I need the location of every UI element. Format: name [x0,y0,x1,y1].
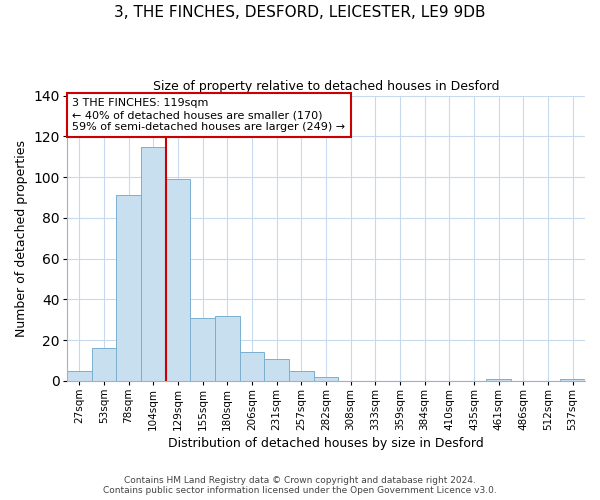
Bar [166,179,190,381]
Bar [314,377,338,381]
Text: Contains HM Land Registry data © Crown copyright and database right 2024.
Contai: Contains HM Land Registry data © Crown c… [103,476,497,495]
X-axis label: Distribution of detached houses by size in Desford: Distribution of detached houses by size … [168,437,484,450]
Bar [487,379,511,381]
Bar [289,371,314,381]
Y-axis label: Number of detached properties: Number of detached properties [15,140,28,337]
Bar [92,348,116,381]
Text: 3 THE FINCHES: 119sqm
← 40% of detached houses are smaller (170)
59% of semi-det: 3 THE FINCHES: 119sqm ← 40% of detached … [72,98,345,132]
Bar [116,196,141,381]
Bar [560,379,585,381]
Bar [67,371,92,381]
Bar [215,316,239,381]
Bar [141,146,166,381]
Text: 3, THE FINCHES, DESFORD, LEICESTER, LE9 9DB: 3, THE FINCHES, DESFORD, LEICESTER, LE9 … [114,5,486,20]
Bar [239,352,264,381]
Bar [264,358,289,381]
Bar [190,318,215,381]
Title: Size of property relative to detached houses in Desford: Size of property relative to detached ho… [152,80,499,93]
